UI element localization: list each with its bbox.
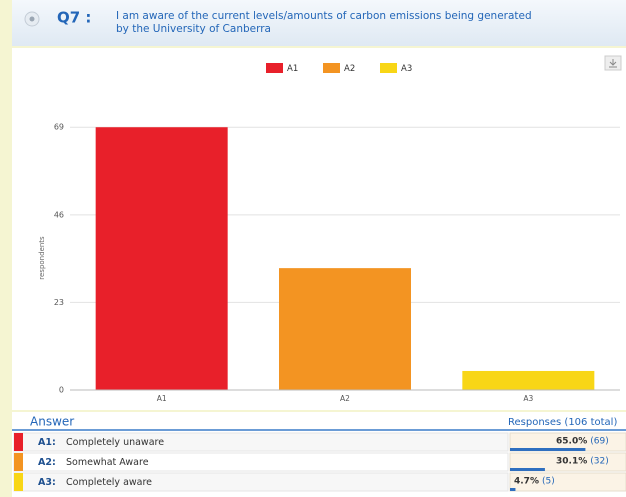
row-color (14, 473, 23, 491)
bar (462, 370, 595, 390)
percent-label: 4.7% (514, 477, 539, 487)
percent-bar (510, 468, 545, 471)
count-label: (32) (590, 457, 608, 467)
answer-code: A3: (38, 477, 56, 488)
y-tick-label: 0 (59, 386, 64, 395)
x-tick-label: A1 (157, 394, 167, 403)
header-bar (12, 0, 626, 46)
row-color (14, 453, 23, 471)
answer-code: A1: (38, 437, 56, 448)
table-header: Answer (30, 415, 74, 429)
percent-box (509, 452, 626, 472)
y-tick-label: 46 (54, 210, 64, 219)
answer-text: Completely aware (66, 477, 152, 488)
question-text: I am aware of the current levels/amounts… (116, 10, 532, 22)
answer-code: A2: (38, 457, 56, 468)
question-text: by the University of Canberra (116, 23, 271, 35)
percent-label: 30.1% (556, 457, 587, 467)
y-axis-label: respondents (38, 236, 46, 280)
question-number: Q7 : (57, 9, 91, 27)
y-tick-label: 23 (54, 298, 64, 307)
percent-bar (510, 448, 586, 451)
legend-swatch (266, 63, 283, 73)
count-label: (5) (542, 477, 555, 487)
collapse-dot (29, 16, 35, 22)
percent-bar (510, 488, 516, 491)
x-tick-label: A3 (523, 394, 533, 403)
table-header: Responses (106 total) (508, 417, 617, 428)
legend-label: A2 (344, 64, 355, 74)
bar (95, 127, 228, 390)
legend-swatch (380, 63, 397, 73)
y-tick-label: 69 (54, 123, 64, 132)
answer-text: Somewhat Aware (66, 457, 149, 468)
count-label: (69) (590, 437, 608, 447)
legend-label: A1 (287, 64, 298, 74)
percent-label: 65.0% (556, 437, 587, 447)
legend-label: A3 (401, 64, 412, 74)
bar (279, 268, 411, 390)
percent-box (509, 472, 626, 492)
legend-swatch (323, 63, 340, 73)
row-color (14, 433, 23, 451)
answer-text: Completely unaware (66, 437, 164, 448)
download-icon (609, 59, 617, 68)
x-tick-label: A2 (340, 394, 350, 403)
